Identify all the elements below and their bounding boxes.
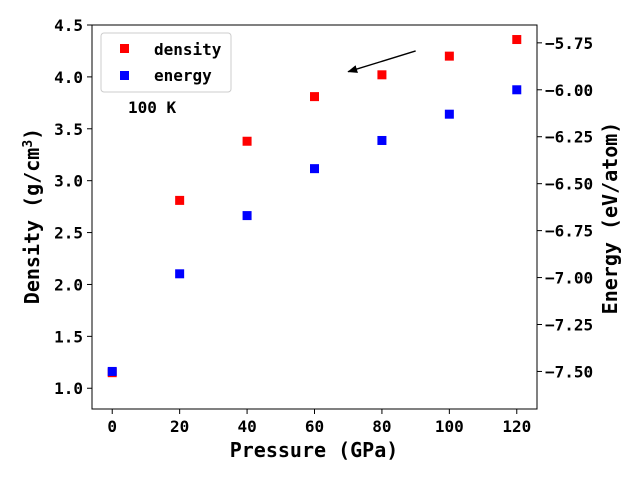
annotation-arrow — [347, 50, 416, 73]
energy-point — [444, 109, 454, 119]
y-right-tick-label: −5.75 — [545, 34, 593, 53]
density-point — [242, 136, 252, 146]
y-right-tick-label: −6.00 — [545, 81, 593, 100]
density-point — [175, 195, 185, 205]
y-left-tick-label: 4.5 — [54, 16, 83, 35]
x-tick-label: 60 — [305, 417, 324, 436]
density-point — [444, 51, 454, 61]
ticks: 0 20 40 60 80 100 120 1.0 1.5 2.0 2.5 3.0 3.5 4.0 4.5 −… — [54, 16, 593, 436]
x-tick-label: 40 — [237, 417, 256, 436]
density-point — [310, 92, 319, 102]
legend-energy-marker — [120, 71, 129, 80]
legend-density-marker — [120, 44, 129, 53]
y-right-tick-label: −6.75 — [545, 222, 593, 241]
legend-density-label: density — [154, 40, 222, 59]
y-right-tick-label: −7.50 — [545, 362, 593, 381]
x-tick-label: 20 — [170, 417, 189, 436]
energy-point — [512, 85, 522, 95]
y-right-tick-label: −7.00 — [545, 269, 593, 288]
y-left-tick-label: 1.0 — [54, 379, 83, 398]
energy-point — [310, 164, 319, 174]
y-left-tick-label: 1.5 — [54, 327, 83, 346]
x-tick-label: 100 — [435, 417, 464, 436]
legend-frame — [100, 32, 232, 93]
x-tick-label: 120 — [502, 417, 531, 436]
y-left-tick-label: 3.5 — [54, 120, 83, 139]
x-axis-title: Pressure (GPa) — [230, 438, 399, 462]
x-tick-label: 80 — [372, 417, 391, 436]
y-right-tick-label: −7.25 — [545, 316, 593, 335]
data-marks — [107, 35, 522, 378]
energy-point — [377, 135, 387, 145]
y-left-tick-label: 2.5 — [54, 224, 83, 243]
x-tick-label: 0 — [107, 417, 117, 436]
y-right-tick-label: −6.25 — [545, 128, 593, 147]
legend-energy-label: energy — [154, 66, 212, 85]
y-left-tick-label: 2.0 — [54, 275, 83, 294]
y-right-tick-label: −6.50 — [545, 175, 593, 194]
energy-point — [107, 366, 117, 376]
density-point — [377, 70, 387, 80]
annotation-temperature: 100 K — [128, 98, 177, 117]
energy-point — [242, 211, 252, 221]
density-point — [512, 35, 522, 45]
y-left-tick-label: 4.0 — [54, 68, 83, 87]
y-axis-right-title: Energy (eV/atom) — [598, 122, 622, 315]
legend: density energy — [100, 32, 232, 93]
energy-point — [175, 269, 185, 279]
y-axis-left-title: Density (g/cm3) — [20, 128, 44, 304]
y-left-tick-label: 3.0 — [54, 172, 83, 191]
